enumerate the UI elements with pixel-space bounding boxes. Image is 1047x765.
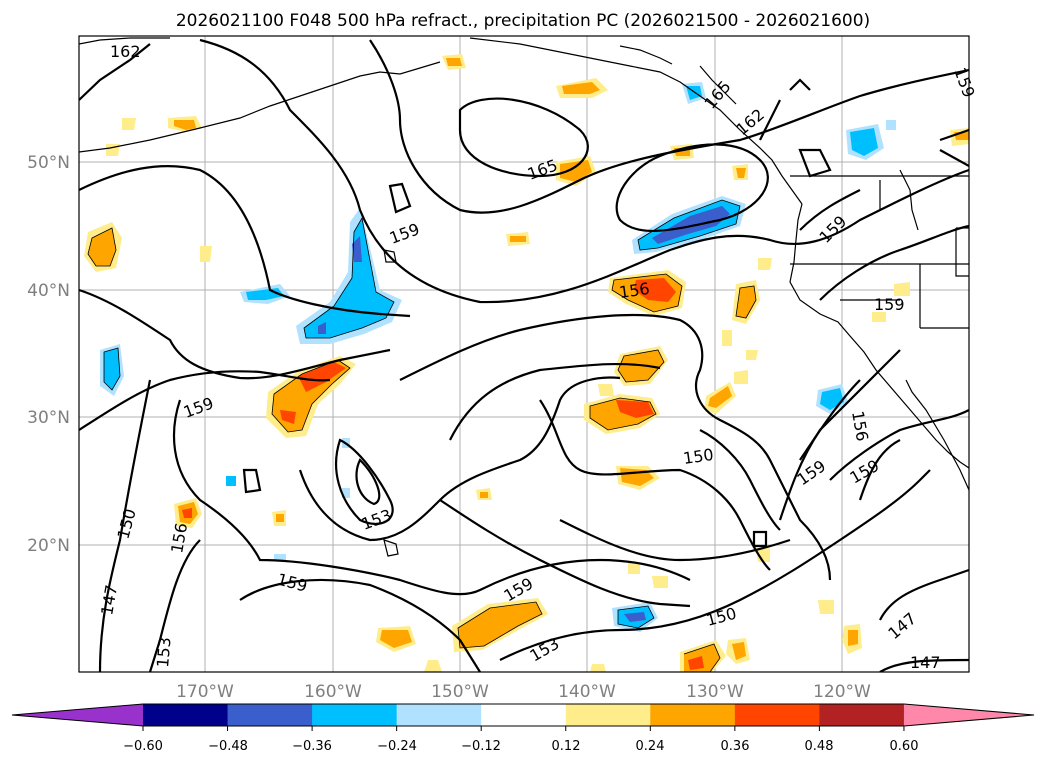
colorbar-segment — [734, 704, 820, 726]
lat-label-50n: 50°N — [27, 153, 70, 173]
colorbar-segment — [396, 704, 482, 726]
lat-label-40n: 40°N — [27, 281, 70, 301]
colorbar-segment — [143, 704, 229, 726]
map-title: 2026021100 F048 500 hPa refract., precip… — [176, 11, 870, 31]
latitude-labels: 20°N 30°N 40°N 50°N — [27, 153, 70, 556]
coastlines — [79, 37, 969, 557]
contour-label: 156 — [618, 279, 651, 302]
colorbar-segment — [819, 704, 905, 726]
colorbar-tick: 0.48 — [805, 739, 834, 754]
colorbar-extend-min — [12, 704, 143, 726]
colorbar — [11, 703, 1035, 731]
map-frame-bg — [79, 36, 969, 672]
lon-label-120w: 120°W — [813, 682, 871, 702]
lat-label-20n: 20°N — [27, 536, 70, 556]
colorbar-tick: 0.24 — [636, 739, 665, 754]
contour-label: 147 — [910, 653, 941, 672]
map-frame — [78, 35, 970, 673]
lon-label-160w: 160°W — [304, 682, 362, 702]
colorbar-tick: −0.12 — [461, 739, 501, 754]
longitude-labels: 170°W 160°W 150°W 140°W 130°W 120°W — [176, 682, 871, 702]
colorbar-extend-max — [903, 704, 1034, 726]
colorbar-segment — [227, 704, 313, 726]
contour-label: 150 — [682, 445, 715, 468]
colorbar-tick: 0.36 — [721, 739, 750, 754]
lat-label-30n: 30°N — [27, 408, 70, 428]
colorbar-tick: −0.24 — [377, 739, 417, 754]
refractivity-contours — [79, 38, 969, 672]
lon-label-130w: 130°W — [686, 682, 744, 702]
lon-label-140w: 140°W — [558, 682, 616, 702]
lon-label-150w: 150°W — [431, 682, 489, 702]
colorbar-segment — [565, 704, 651, 726]
lon-label-170w: 170°W — [176, 682, 234, 702]
colorbar-segment — [481, 704, 567, 726]
contour-label: 162 — [110, 42, 141, 61]
colorbar-tick: 0.60 — [890, 739, 919, 754]
colorbar-segment — [312, 704, 398, 726]
colorbar-tick: 0.12 — [552, 739, 581, 754]
colorbar-tick: −0.36 — [292, 739, 332, 754]
colorbar-tick: −0.60 — [123, 739, 163, 754]
colorbar-ticks: −0.60 −0.48 −0.36 −0.24 −0.12 0.12 0.24 … — [123, 739, 918, 754]
colorbar-segment — [650, 704, 736, 726]
precip-shading — [84, 54, 969, 672]
contour-label: 153 — [153, 636, 175, 668]
anomaly-outlines — [87, 199, 757, 672]
colorbar-tick: −0.48 — [208, 739, 248, 754]
contour-label: 159 — [874, 295, 905, 314]
